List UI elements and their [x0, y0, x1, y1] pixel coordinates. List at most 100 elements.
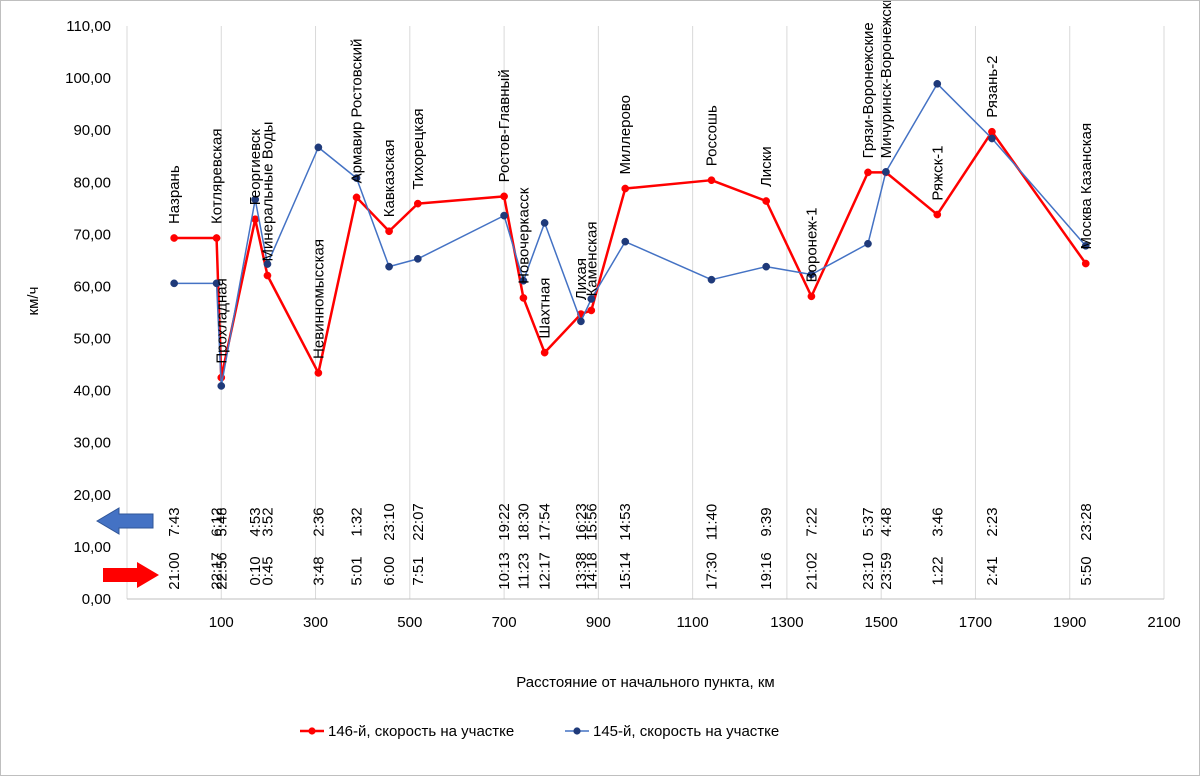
series-145-point [385, 262, 393, 271]
time-146-label: 0:10 [247, 556, 264, 585]
time-145-label: 15:56 [583, 503, 600, 541]
x-tick-label: 500 [397, 614, 422, 631]
x-tick-label: 1100 [677, 614, 709, 631]
station-label: Россошь [703, 105, 720, 166]
time-146-label: 6:00 [381, 556, 398, 585]
station-label: Шахтная [537, 278, 554, 339]
time-145-label: 16:23 [573, 503, 590, 541]
series-146-point [500, 192, 508, 201]
y-tick-label: 30,00 [73, 435, 111, 452]
time-145-label: 11:40 [703, 504, 720, 540]
series-145-point [217, 382, 226, 390]
time-145-label: 2:36 [310, 507, 327, 536]
x-tick-label: 900 [586, 614, 611, 631]
series-145-point [251, 195, 260, 204]
time-146-label: 22:17 [209, 552, 226, 590]
station-labels: Назрань КотляревскаяПрохладнаяГеоргиевскМ… [166, 1, 1095, 364]
time-146-label: 23:59 [878, 552, 895, 590]
series-146-point [352, 193, 361, 202]
y-tick-label: 100,00 [65, 70, 111, 87]
legend-145-label: 145-й, скорость на участке [593, 723, 779, 740]
series-145-point [519, 276, 528, 285]
series-145-point [807, 270, 816, 279]
y-tick-label: 70,00 [73, 226, 111, 243]
legend-145-marker [573, 727, 581, 735]
time-146-label: 7:51 [410, 556, 427, 585]
time-145-label: 23:10 [381, 503, 398, 541]
legend-146-label: 146-й, скорость на участке [328, 723, 514, 740]
series-146-point [988, 127, 996, 136]
y-tick-label: 10,00 [73, 539, 111, 556]
legend: 146-й, скорость на участке 145-й, скорост… [300, 723, 779, 740]
series-146-point [170, 234, 178, 242]
series-145-point [314, 143, 323, 152]
time-146-label: 1:22 [929, 556, 946, 585]
time-145-label: 18:30 [515, 503, 532, 541]
y-tick-label: 90,00 [73, 122, 111, 139]
arrow-145-left-icon [96, 507, 154, 535]
arrow-146-right-icon [103, 562, 159, 588]
series-145-point [587, 295, 596, 303]
station-label: Каменская [583, 222, 600, 297]
station-label: Тихорецкая [410, 108, 427, 189]
series-146-point [864, 168, 872, 177]
y-tick-label: 20,00 [73, 487, 111, 504]
time-145-label: 2:23 [984, 507, 1001, 536]
series-146-point [587, 306, 596, 315]
station-label: Минеральные Воды [259, 122, 276, 262]
time-145-label: 14:53 [617, 503, 634, 541]
series [170, 79, 1090, 390]
time-145-label: 22:07 [410, 503, 427, 541]
series-145-point [212, 279, 221, 288]
station-label: Мичуринск-Воронежский [878, 1, 895, 158]
y-tick-label: 110,00 [66, 18, 111, 35]
x-tick-label: 100 [209, 614, 234, 631]
x-tick-label: 2100 [1147, 614, 1180, 631]
series-145-point [882, 168, 890, 176]
station-label: Кавказская [381, 140, 398, 218]
station-label: Назрань [166, 165, 183, 224]
series-145-point [762, 262, 771, 271]
time-labels: 7:43 6:125:48 4:533:52 2:36 1:32 23:10 22:07 19… [166, 503, 1095, 590]
time-146-label: 10:13 [496, 552, 513, 590]
series-146-point [263, 271, 272, 280]
x-tick-label: 1300 [770, 614, 803, 631]
x-tick-label: 1900 [1053, 614, 1086, 631]
series-145-point [988, 134, 996, 143]
time-145-label: 3:52 [259, 507, 276, 536]
station-label: Невинномысская [310, 239, 327, 359]
y-tick-label: 50,00 [73, 331, 111, 348]
x-tick-label: 700 [492, 614, 517, 631]
time-146-label: 5:50 [1078, 556, 1095, 585]
series-145-point [540, 219, 549, 227]
y-tick-label: 60,00 [73, 278, 111, 295]
station-label: Грязи-Воронежские [860, 22, 877, 158]
station-label: Прохладная [213, 278, 230, 363]
series-146-point [621, 184, 630, 193]
time-146-label: 3:48 [310, 556, 327, 585]
series-145-point [933, 79, 942, 88]
time-146-label: 21:02 [803, 552, 820, 590]
y-tick-label: 40,00 [73, 383, 111, 400]
time-146-label: 19:16 [758, 552, 775, 590]
y-tick-label: 80,00 [73, 174, 111, 191]
series-145-point [1081, 241, 1090, 250]
time-145-label: 5:37 [860, 507, 877, 536]
station-label: Георгиевск [247, 129, 264, 206]
axes: 0,00 10,00 20,00 30,00 40,00 50,00 60,00 70,00 8… [25, 18, 1181, 691]
time-146-label: 17:30 [703, 552, 720, 590]
series-146-point [933, 210, 942, 219]
time-146-label: 21:00 [166, 552, 183, 590]
time-146-label: 22:56 [213, 552, 230, 590]
x-tick-label: 300 [303, 614, 328, 631]
series-146-point [807, 292, 816, 301]
series-146-point [540, 348, 549, 357]
y-axis-title: км/ч [25, 287, 42, 316]
time-146-label: 15:14 [617, 552, 634, 590]
series-146-point [707, 176, 716, 185]
station-label: Москва Казанская [1078, 123, 1095, 250]
time-145-label: 7:22 [803, 507, 820, 536]
time-146-label: 14:18 [583, 552, 600, 590]
time-146-label: 11:23 [515, 553, 532, 589]
